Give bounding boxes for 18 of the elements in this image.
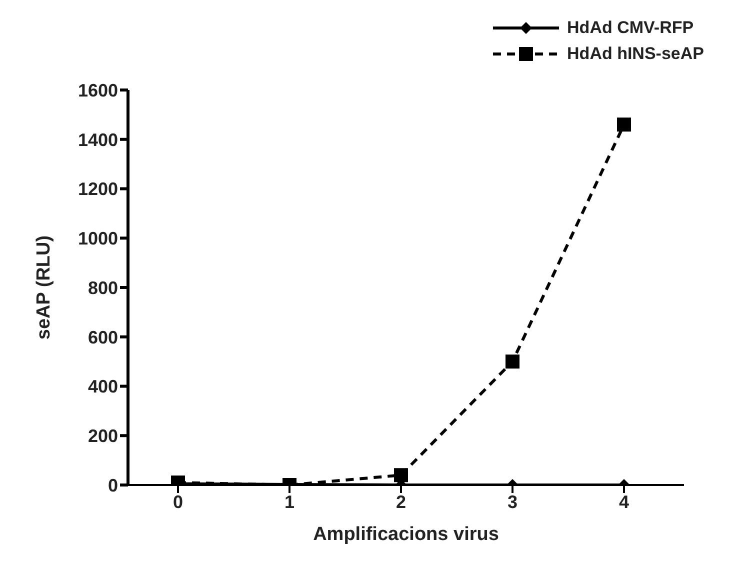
y-tick-label: 1200 [78,179,118,200]
y-tick-label: 600 [88,327,118,348]
y-tick-label: 400 [88,376,118,397]
x-tick-label: 1 [284,492,295,512]
y-axis-title: seAP (RLU) [34,235,55,340]
y-tick-label: 800 [88,278,118,298]
x-tick-label: 3 [507,492,518,512]
legend-label: HdAd hINS-seAP [567,44,704,64]
y-tick-label: 1600 [78,80,118,100]
x-tick-label: 0 [172,492,184,512]
y-tick-label: 0 [108,475,118,496]
legend-label: HdAd CMV-RFP [567,18,694,38]
y-tick-label: 1000 [78,228,118,249]
y-tick-label: 200 [88,426,118,446]
x-axis-title: Amplificacions virus [313,524,499,545]
y-tick-label: 1400 [78,130,118,150]
x-tick-label: 4 [618,492,630,512]
x-tick-label: 2 [396,492,406,512]
